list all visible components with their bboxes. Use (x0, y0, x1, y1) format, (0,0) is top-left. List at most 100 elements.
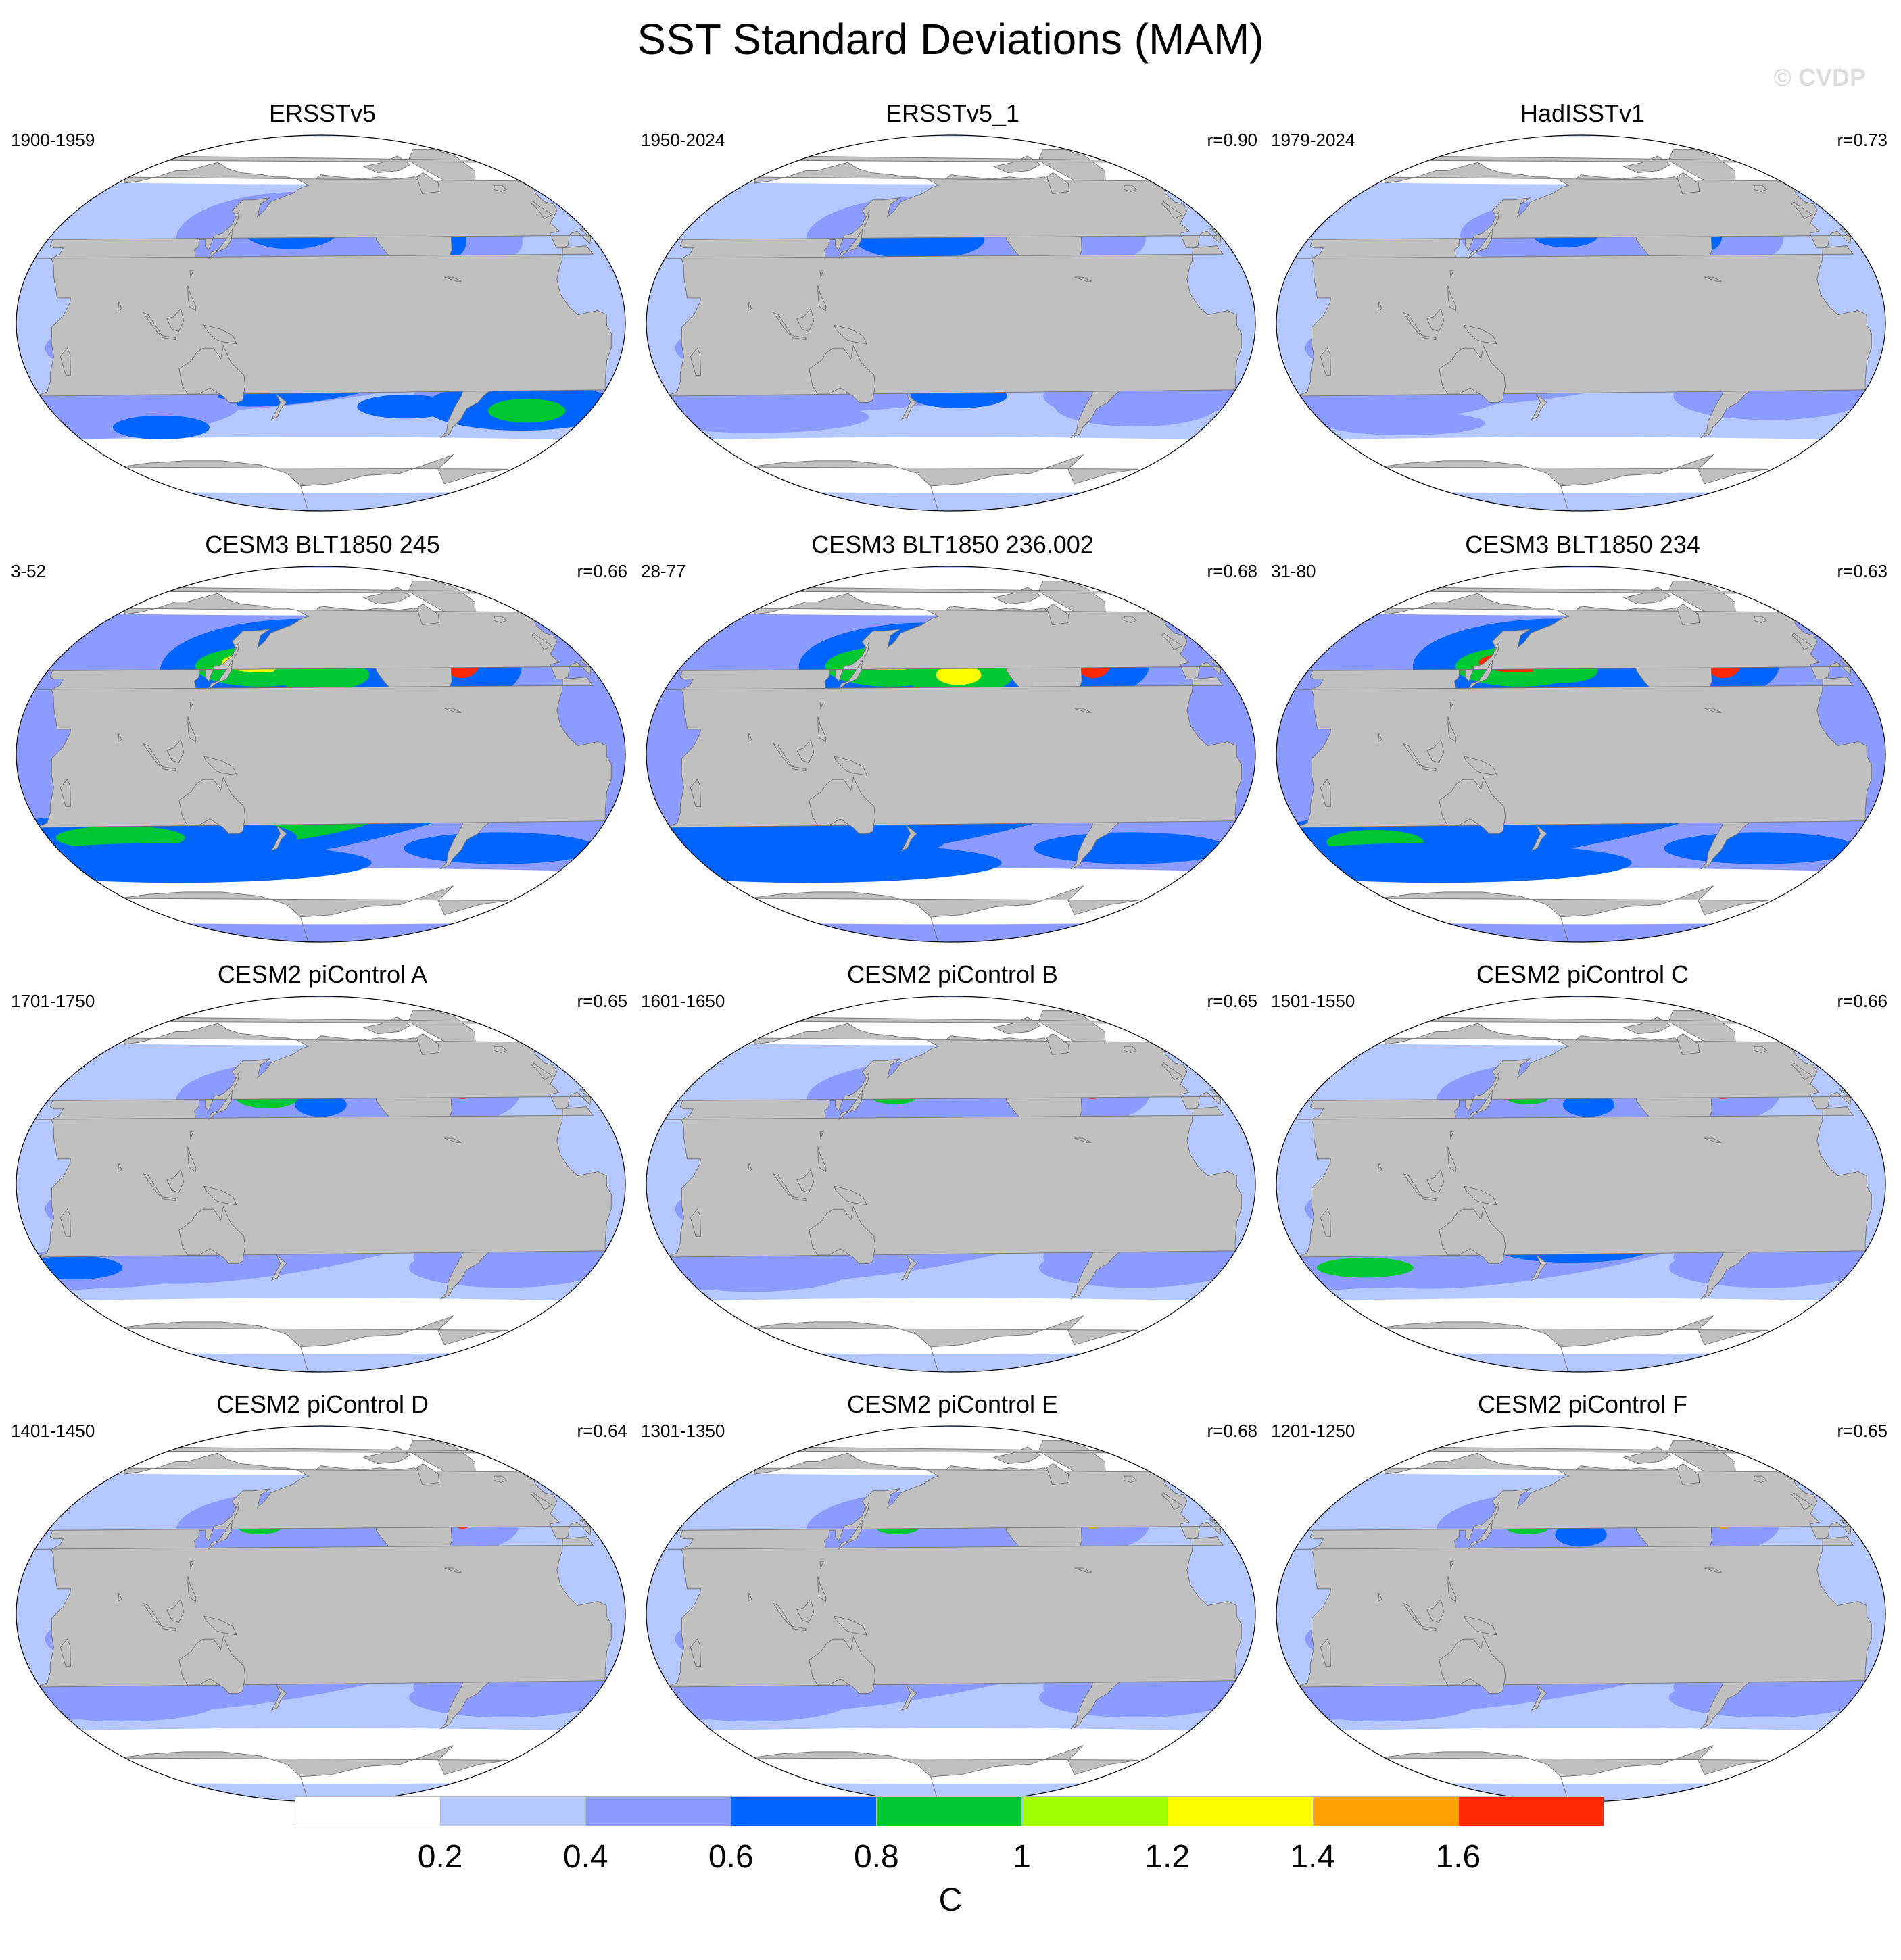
land-japan (838, 228, 863, 259)
land-taiwan (189, 1561, 194, 1569)
land-british-isles (1161, 1492, 1183, 1511)
map-panel: CESM2 piControl E 1301-1350 r=0.68 (638, 1390, 1267, 1822)
sst-map (16, 996, 626, 1373)
sst-variance-region (1324, 411, 1485, 435)
colorbar-swatch (1021, 1796, 1168, 1826)
land-iceland (493, 1046, 508, 1053)
land-africa (1292, 1106, 1872, 1258)
land-sri-lanka (748, 733, 752, 743)
panel-correlation: r=0.66 (577, 561, 627, 581)
land-japan (208, 660, 233, 690)
land-borneo (1426, 1169, 1445, 1194)
land-sumatra (772, 1173, 793, 1197)
map-panel: ERSSTv5 1900-1959 (8, 99, 637, 531)
panel-years: 1501-1550 (1271, 991, 1355, 1011)
land-africa (1292, 1536, 1872, 1688)
land-new-guinea (1463, 756, 1497, 776)
panel-years: 1900-1959 (11, 130, 95, 150)
land-new-guinea (203, 324, 237, 345)
land-africa (32, 677, 612, 828)
land-java (162, 1196, 176, 1202)
colorbar-swatch (440, 1796, 587, 1826)
land-madagascar (1320, 779, 1332, 807)
land-taiwan (1449, 1561, 1454, 1569)
land-australia (809, 345, 876, 403)
land-australia (178, 776, 246, 834)
land-sumatra (142, 312, 163, 336)
sst-variance-region (1285, 1682, 1480, 1722)
sst-map (646, 134, 1256, 512)
land-antarctica (748, 454, 1138, 511)
land-sakhalin (1494, 1500, 1500, 1519)
land-sumatra (1402, 312, 1423, 336)
land-iceland (1753, 616, 1768, 623)
map-border (1276, 566, 1886, 943)
land-iceland (1753, 1475, 1768, 1483)
land-baffin (1677, 1033, 1700, 1056)
sst-map (16, 1425, 626, 1803)
panel-title: CESM3 BLT1850 234 (1465, 531, 1700, 558)
colorbar-swatch (585, 1796, 732, 1826)
map-panel: ERSSTv5_1 1950-2024 r=0.90 (638, 99, 1267, 531)
land-madagascar (1320, 1208, 1332, 1237)
land-java (162, 766, 176, 772)
land-australia (809, 776, 876, 834)
map-panel: CESM2 piControl C 1501-1550 r=0.66 (1268, 960, 1897, 1392)
land-new-zealand (1531, 393, 1547, 420)
sst-map (646, 1425, 1256, 1803)
land-new-zealand (900, 393, 917, 420)
sst-variance-region (655, 1252, 850, 1292)
land-new-zealand (1531, 1684, 1547, 1711)
panel-title: CESM3 BLT1850 245 (205, 531, 440, 558)
land-japan (838, 1089, 863, 1120)
land-new-zealand (900, 1254, 917, 1281)
sst-variance-region (655, 1682, 850, 1722)
map-border (1276, 134, 1886, 512)
land-taiwan (1449, 270, 1454, 278)
land-british-isles (1791, 633, 1813, 651)
land-australia (178, 1206, 246, 1264)
land-africa (32, 1106, 612, 1258)
land-antarctica (1378, 1745, 1768, 1802)
land-borneo (166, 1169, 185, 1194)
land-cuba (1074, 708, 1092, 713)
land-sri-lanka (1378, 733, 1382, 743)
land-java (1422, 1625, 1437, 1632)
panel-title: CESM2 piControl A (217, 960, 428, 988)
land-madagascar (690, 1208, 702, 1237)
panel-years: 31-80 (1271, 561, 1316, 581)
panel-correlation: r=0.66 (1837, 991, 1887, 1011)
map-border (16, 566, 626, 943)
land-antarctica (748, 1315, 1138, 1372)
land-cuba (444, 1567, 462, 1573)
map-border (646, 566, 1256, 943)
land-java (792, 1196, 807, 1202)
colorbar-tick-label: 1.2 (1145, 1839, 1190, 1875)
panel-correlation: r=0.65 (1207, 991, 1257, 1011)
land-japan (1468, 228, 1493, 259)
land-british-isles (1791, 1062, 1813, 1081)
land-philippines (187, 1576, 197, 1602)
sst-variance-region (1668, 1248, 1863, 1288)
land-borneo (166, 308, 185, 333)
land-australia (809, 1206, 876, 1264)
land-java (792, 1625, 807, 1632)
panel-years: 1301-1350 (641, 1421, 725, 1441)
panel-years: 1401-1450 (11, 1421, 95, 1441)
land-sumatra (772, 312, 793, 336)
map-border (646, 134, 1256, 512)
land-baffin (1677, 603, 1700, 626)
land-africa (32, 245, 612, 397)
sst-map (1276, 1425, 1886, 1803)
panel-correlation: r=0.64 (577, 1421, 627, 1441)
land-antarctica (748, 885, 1138, 942)
land-australia (1439, 776, 1506, 834)
land-borneo (796, 308, 815, 333)
land-sumatra (142, 1602, 163, 1627)
land-japan (208, 1519, 233, 1550)
land-iceland (1123, 1475, 1138, 1483)
land-new-zealand (1531, 825, 1547, 852)
colorbar-tick-label: 1.6 (1435, 1839, 1481, 1875)
map-panel: CESM3 BLT1850 245 3-52 r=0.66 (8, 530, 637, 962)
land-british-isles (1791, 201, 1813, 220)
